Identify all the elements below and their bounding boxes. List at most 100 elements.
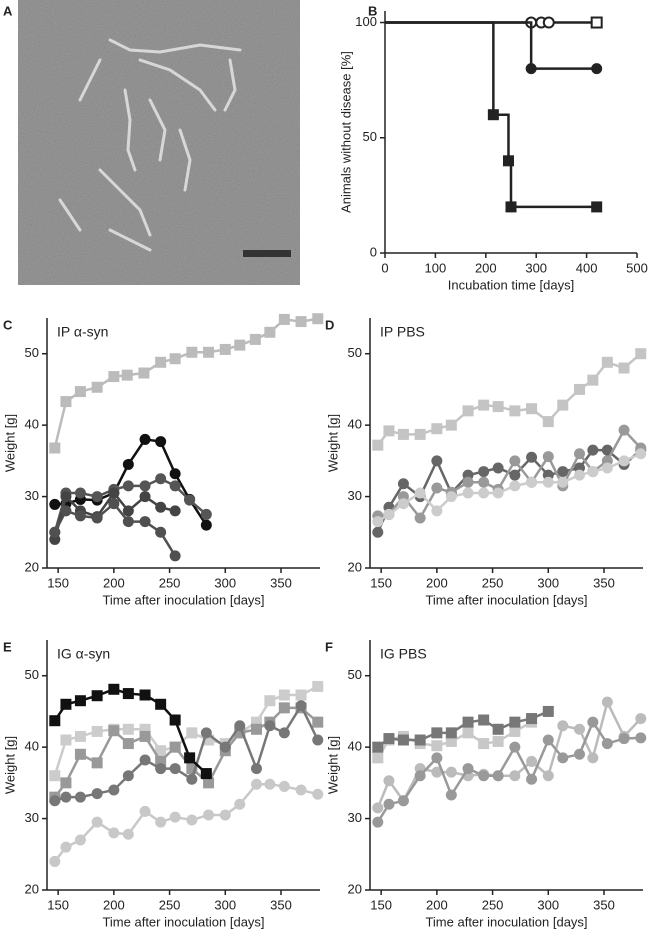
marker (49, 715, 61, 727)
marker (526, 713, 538, 725)
marker (312, 680, 324, 692)
marker (478, 487, 490, 499)
marker (505, 201, 517, 213)
marker (587, 374, 599, 386)
panel-label: F (325, 639, 333, 654)
marker (492, 401, 504, 413)
x-tick-label: 100 (425, 260, 447, 275)
marker (60, 505, 72, 517)
x-tick-label: 200 (103, 575, 125, 590)
marker (203, 777, 215, 789)
marker (312, 734, 324, 746)
marker (478, 476, 490, 488)
marker (618, 455, 630, 467)
marker (590, 16, 603, 29)
chart-title: IG α-syn (57, 646, 110, 662)
marker (542, 451, 554, 463)
marker (139, 805, 151, 817)
y-tick-label: 40 (25, 739, 39, 754)
marker (542, 734, 554, 746)
x-tick-label: 200 (103, 897, 125, 912)
marker (526, 476, 538, 488)
x-tick-label: 250 (482, 897, 504, 912)
marker (478, 466, 490, 478)
marker (445, 766, 457, 778)
y-tick-label: 20 (348, 881, 362, 896)
marker (383, 798, 395, 810)
y-tick-label: 40 (348, 739, 362, 754)
y-tick-label: 50 (25, 345, 39, 360)
marker (372, 526, 384, 538)
marker (184, 752, 196, 764)
marker (383, 508, 395, 520)
marker (264, 720, 276, 732)
marker (509, 469, 521, 481)
marker (591, 63, 603, 75)
marker (91, 690, 103, 702)
marker (492, 735, 504, 747)
marker (219, 809, 231, 821)
marker (60, 841, 72, 853)
marker (509, 725, 521, 737)
marker (312, 788, 324, 800)
y-tick-label: 30 (25, 810, 39, 825)
marker (312, 716, 324, 728)
marker (91, 512, 103, 524)
x-tick-label: 300 (214, 575, 236, 590)
marker (542, 416, 554, 428)
y-tick-label: 50 (348, 345, 362, 360)
marker (445, 789, 457, 801)
marker (397, 478, 409, 490)
marker (200, 508, 212, 520)
marker (169, 811, 181, 823)
y-tick-label: 30 (25, 488, 39, 503)
marker (74, 834, 86, 846)
micrograph-panel: A (3, 0, 300, 285)
marker (372, 752, 384, 764)
marker (478, 738, 490, 750)
marker (573, 723, 585, 735)
marker (372, 802, 384, 814)
marker (462, 716, 474, 728)
y-tick-label: 0 (370, 244, 377, 259)
marker (139, 689, 151, 701)
marker (155, 745, 167, 757)
chart-panel: D 20 30 40 50 150 200 250 300 350 Time after inocu… (325, 317, 647, 607)
marker (91, 788, 103, 800)
panel-label: B (368, 3, 377, 18)
marker (234, 798, 246, 810)
marker (618, 362, 630, 374)
marker (295, 700, 307, 712)
marker (74, 730, 86, 742)
marker (278, 780, 290, 792)
marker (557, 752, 569, 764)
marker (122, 505, 134, 517)
marker (462, 476, 474, 488)
marker (295, 316, 307, 328)
marker (462, 487, 474, 499)
y-axis-title: Weight [g] (2, 736, 17, 794)
marker (295, 784, 307, 796)
marker (526, 403, 538, 415)
y-axis-title: Animals without disease [%] (338, 51, 353, 213)
marker (573, 748, 585, 760)
marker (49, 526, 61, 538)
marker (445, 727, 457, 739)
marker (264, 326, 276, 338)
x-tick-label: 250 (482, 575, 504, 590)
marker (139, 516, 151, 528)
y-tick-label: 20 (348, 559, 362, 574)
x-tick-label: 250 (159, 897, 181, 912)
marker (509, 480, 521, 492)
marker (74, 487, 86, 499)
marker (587, 466, 599, 478)
marker (492, 462, 504, 474)
marker (478, 714, 490, 726)
marker (542, 770, 554, 782)
marker (49, 770, 61, 782)
chart-panel: F 20 30 40 50 150 200 250 300 350 Time after inocu… (325, 639, 647, 929)
marker (542, 16, 555, 29)
marker (234, 339, 246, 351)
marker (108, 784, 120, 796)
